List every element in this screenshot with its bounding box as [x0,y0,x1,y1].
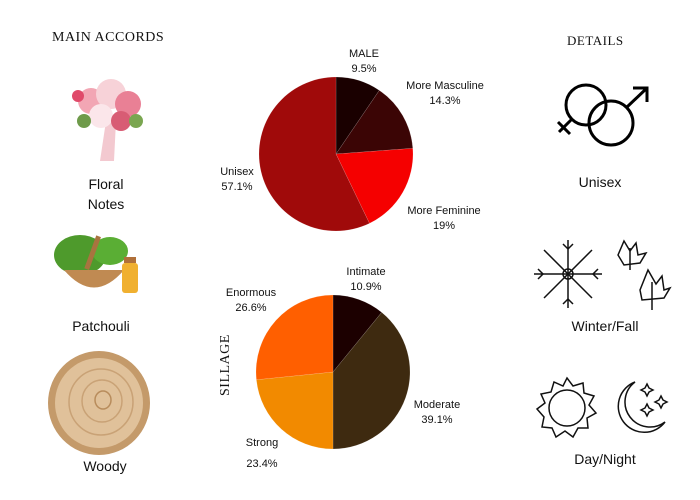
pie-label-category: MALE [349,48,379,60]
detail-unisex-label: Unisex [578,174,622,190]
detail-season-label: Winter/Fall [571,318,639,334]
accord-label-line: Notes [87,196,125,212]
snowflake-maple-leaves-icon [534,239,672,310]
pie-label-category: Enormous [225,287,277,299]
pie-label: Unisex 57.1% [220,165,254,195]
pie-label-value: 10.9% [350,281,382,293]
flower-bouquet-image [66,66,156,166]
pie-slice-enormous [255,294,334,381]
pie-slice-more-masculine [335,89,414,155]
pie-label: Enormous 26.6% [226,286,276,316]
pie-label-category: Moderate [413,399,461,411]
accord-label-line: Floral [88,176,124,192]
wood-slice-image [47,350,151,456]
pie-slice-intimate [332,294,383,373]
pie-label: Intimate 10.9% [346,265,385,295]
main-accords-title: MAIN ACCORDS [52,30,165,45]
pie-label-value: 39.1% [421,414,453,426]
pie-label-value: 26.6% [235,302,267,314]
pie-label-value: 9.5% [351,63,377,75]
details-title: DETAILS [567,33,624,48]
pie-label: Moderate 39.1% [414,398,460,428]
pie-slice-moderate [332,312,411,450]
pie-label-category: Intimate [346,266,386,278]
pie-slice-unisex [258,76,370,232]
sillage-title: SILLAGE [218,334,233,396]
accord-woody-label: Woody [83,458,127,474]
detail-time-label: Day/Night [574,451,636,467]
gender-symbols-icon [556,83,649,147]
accord-floral-label: Floral Notes [64,174,148,214]
pie-label-value: 57.1% [221,181,253,193]
pie-slice-more-feminine [335,148,414,224]
pie-label-category: Unisex [220,166,254,178]
pie-label-category: More Feminine [407,205,481,217]
pie-label: MALE 9.5% [349,47,379,77]
pie-slice-male [335,76,380,155]
pie-label-category: More Masculine [406,80,484,92]
patchouli-herbs-image [50,225,142,301]
pie-label-value: 19% [432,220,456,232]
pie-label: Strong 23.4% [246,436,278,472]
pie-label-category: Strong [245,437,279,449]
pie-label-value: 23.4% [246,458,278,470]
pie-slice-strong [256,371,334,450]
sun-moon-icon [535,376,669,439]
pie-label: More Masculine 14.3% [406,79,484,109]
pie-label-value: 14.3% [429,95,461,107]
accord-patchouli-label: Patchouli [72,318,130,334]
pie-label: More Feminine 19% [407,204,480,234]
